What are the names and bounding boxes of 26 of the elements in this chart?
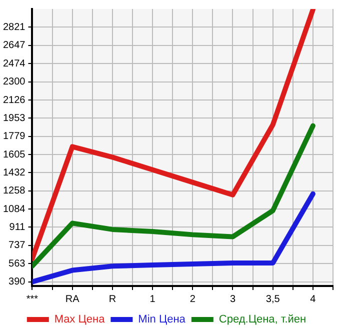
y-tick-label: 2126 (2, 94, 26, 106)
legend-label: Min Цена (138, 314, 186, 326)
y-tick-label: 1779 (2, 131, 26, 142)
y-tick-label: 563 (8, 258, 26, 270)
y-tick-label: 1953 (2, 112, 26, 124)
y-tick-label: 911 (9, 222, 26, 233)
x-tick-label: RA (65, 294, 80, 305)
x-tick-label: 3,5 (266, 294, 280, 305)
x-tick-label: 1 (150, 294, 156, 305)
x-tick-label: 2 (190, 294, 196, 305)
x-tick-label: 4 (310, 294, 316, 305)
x-tick-label: 3 (230, 294, 236, 305)
x-tick-label: *** (26, 294, 38, 305)
y-tick-label: 2474 (2, 58, 26, 70)
y-tick-label: 390 (8, 276, 26, 288)
legend-label: Сред.Цена, т.йен (218, 314, 306, 326)
y-tick-label: 2821 (2, 22, 26, 33)
y-tick-label: 1258 (2, 186, 26, 197)
y-tick-label: 2300 (2, 76, 26, 88)
y-tick-label: 1605 (2, 149, 26, 160)
x-tick-label: R (108, 294, 116, 305)
legend-label: Max Цена (54, 314, 106, 326)
y-tick-label: 2647 (2, 40, 26, 52)
y-tick-label: 737 (8, 240, 26, 252)
y-tick-label: 1084 (2, 204, 26, 215)
y-tick-label: 1432 (2, 167, 26, 178)
